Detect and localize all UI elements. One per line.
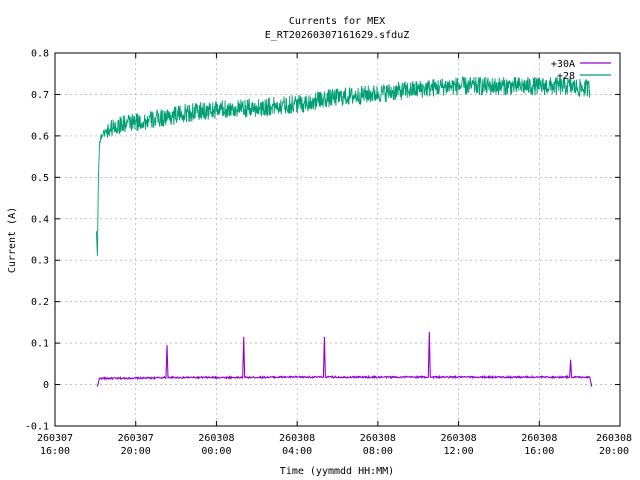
legend: +30A +28 — [551, 59, 611, 82]
x-tick-date: 260307 — [118, 433, 154, 444]
x-axis-label: Time (yymmdd HH:MM) — [280, 466, 394, 477]
y-tick-label: 0.2 — [31, 297, 49, 308]
chart-title: Currents for MEX — [289, 16, 385, 27]
x-tick-date: 260308 — [360, 433, 396, 444]
series-line-2 — [95, 76, 591, 257]
x-tick-date: 260308 — [279, 433, 315, 444]
x-tick-date: 260308 — [441, 433, 477, 444]
x-tick-date: 260308 — [596, 433, 632, 444]
x-tick-time: 12:00 — [444, 446, 474, 457]
x-tick-time: 00:00 — [201, 446, 231, 457]
y-tick-label: 0.4 — [31, 214, 49, 225]
x-tick-date: 260308 — [521, 433, 557, 444]
x-tick-time: 16:00 — [524, 446, 554, 457]
gridlines — [55, 53, 620, 426]
series-layer — [95, 76, 593, 387]
y-tick-label: -0.1 — [25, 422, 49, 433]
x-tick-date: 260307 — [37, 433, 73, 444]
y-axis-label: Current (A) — [7, 207, 18, 273]
x-tick-time: 20:00 — [599, 446, 629, 457]
plot-border — [54, 52, 621, 427]
legend-label-1: +30A — [551, 59, 575, 70]
x-tick-time: 20:00 — [121, 446, 151, 457]
y-tick-label: 0.6 — [31, 131, 49, 142]
ticks: -0.1 0 0.1 0.2 0.3 0.4 0.5 0.6 0.7 0.8 260307 16:00… — [25, 49, 632, 458]
x-tick-date: 260308 — [198, 433, 234, 444]
chart-subtitle: E_RT20260307161629.sfduZ — [265, 30, 410, 41]
series-line-1 — [96, 331, 593, 387]
x-tick-time: 16:00 — [40, 446, 70, 457]
x-tick-time: 04:00 — [282, 446, 312, 457]
y-tick-label: 0.8 — [31, 49, 49, 60]
y-tick-label: 0.3 — [31, 256, 49, 267]
y-tick-label: 0.7 — [31, 90, 49, 101]
legend-label-2: +28 — [557, 71, 575, 82]
x-tick-time: 08:00 — [363, 446, 393, 457]
y-tick-label: 0 — [43, 380, 49, 391]
y-tick-label: 0.1 — [31, 339, 49, 350]
y-tick-label: 0.5 — [31, 173, 49, 184]
